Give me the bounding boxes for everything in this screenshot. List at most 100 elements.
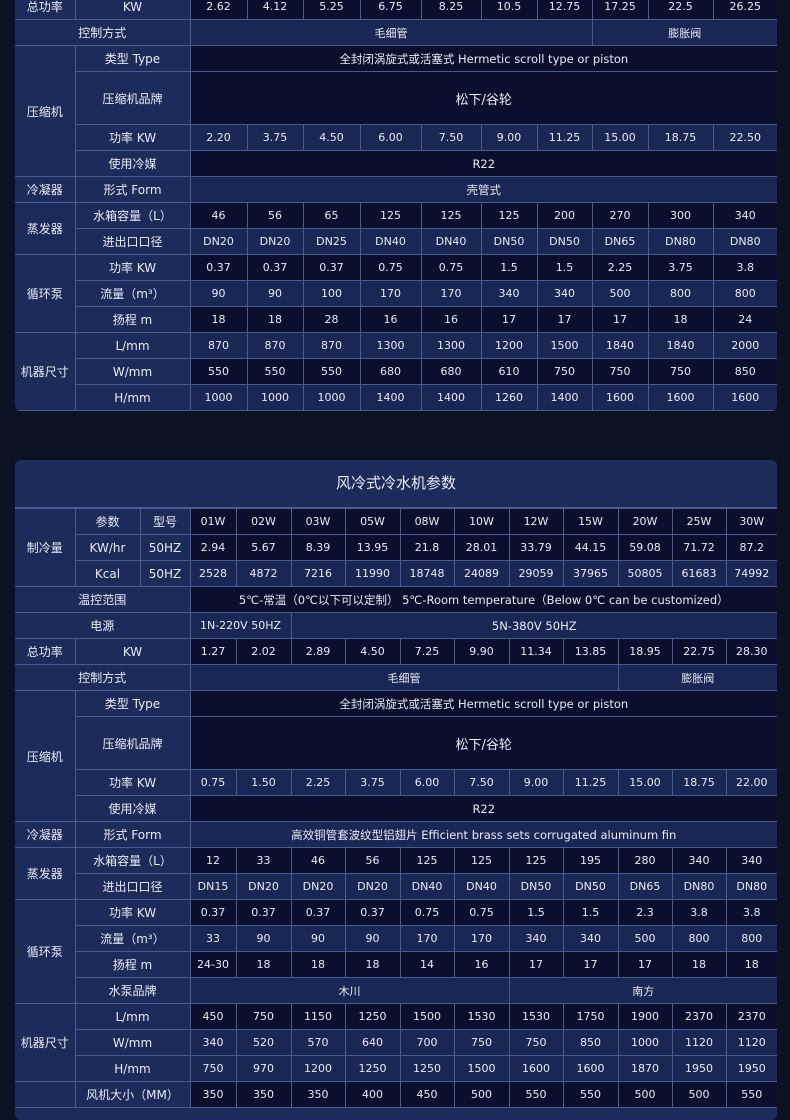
value-cell: 18	[290, 951, 346, 978]
value-cell: 870	[246, 332, 304, 359]
value-cell: 750	[647, 358, 714, 385]
value-cell: DN50	[536, 228, 593, 255]
value-cell: DN65	[591, 228, 649, 255]
value-cell: 12	[189, 847, 237, 874]
row-label: 扬程 m	[75, 306, 191, 333]
value-cell: 0.75	[399, 899, 455, 926]
value-cell: 4.50	[344, 638, 401, 665]
value-cell: 280	[617, 847, 673, 874]
value-cell: 1950	[671, 1055, 727, 1082]
value-cell: 0.37	[235, 899, 292, 926]
value-cell: 1.5	[480, 254, 538, 281]
value-cell: 1600	[591, 384, 649, 411]
value-cell: 17	[480, 306, 538, 333]
value-cell: 800	[647, 280, 714, 307]
table-row: 冷凝器 形式 Form 高效铜管套波纹型铝翅片 Efficient brass se…	[15, 821, 777, 848]
row-label: L/mm	[74, 1003, 191, 1030]
row-label: W/mm	[75, 358, 191, 385]
merged-value-cell: R22	[189, 150, 777, 177]
row-group-label: 机器尺寸	[15, 1003, 76, 1082]
value-cell: 870	[189, 332, 248, 359]
value-cell: 1200	[480, 332, 538, 359]
value-cell: 700	[399, 1029, 455, 1056]
value-cell: 340	[725, 847, 777, 874]
value-cell: 1260	[480, 384, 538, 411]
row-label: 温控范围	[15, 586, 191, 613]
table-row: H/mm 750 970 1200 1250 1250 1500 1600 1600 1870 19…	[15, 1055, 777, 1082]
value-cell: 1500	[536, 332, 593, 359]
value-cell: 46	[290, 847, 346, 874]
table-row: 控制方式 毛细管 膨胀阀	[15, 19, 777, 46]
value-cell: 18748	[399, 560, 455, 587]
value-cell: 850	[562, 1029, 619, 1056]
row-label: KW	[74, 0, 191, 20]
value-cell: 610	[480, 358, 538, 385]
row-label: 功率 KW	[74, 254, 191, 281]
value-cell: 400	[344, 1081, 401, 1108]
value-cell: 18.95	[617, 638, 673, 665]
value-cell: 24	[712, 306, 777, 333]
value-cell: 14	[399, 951, 455, 978]
merged-value-cell: 松下/谷轮	[189, 71, 777, 125]
value-cell: 11.34	[508, 638, 564, 665]
value-cell: 500	[591, 280, 649, 307]
value-cell: 195	[562, 847, 619, 874]
row-label: 类型 Type	[74, 690, 191, 717]
row-label: Kcal	[75, 560, 141, 587]
row-label: 功率 KW	[74, 899, 191, 926]
merged-value-cell: 膨胀阀	[591, 19, 777, 46]
value-cell: 125	[399, 847, 455, 874]
value-cell: 100	[302, 280, 361, 307]
value-cell: 125	[359, 202, 422, 229]
value-cell: 18	[344, 951, 401, 978]
row-label: 参数	[74, 508, 141, 535]
value-cell: 3.8	[671, 899, 727, 926]
value-cell: 05W	[344, 508, 401, 535]
value-cell: 21.8	[399, 534, 455, 561]
table-row: 压缩机品牌 松下/谷轮	[15, 716, 777, 770]
row-label: 水泵品牌	[75, 977, 191, 1004]
value-cell: DN20	[290, 873, 346, 900]
value-cell: DN50	[562, 873, 619, 900]
row-group-label: 蒸发器	[15, 202, 76, 255]
value-cell: 9.00	[508, 769, 564, 796]
row-label: 压缩机品牌	[75, 716, 191, 770]
value-cell: 28	[302, 306, 361, 333]
value-cell: 170	[453, 925, 510, 952]
row-group-label: 机器尺寸	[15, 332, 76, 411]
value-cell: 125	[480, 202, 538, 229]
value-cell: 340	[562, 925, 619, 952]
row-label: 流量（m³）	[75, 280, 191, 307]
value-cell: 350	[235, 1081, 292, 1108]
value-cell: 500	[617, 1081, 673, 1108]
value-cell: 50805	[617, 560, 673, 587]
value-cell: 800	[712, 280, 777, 307]
value-cell: 3.8	[725, 899, 777, 926]
value-cell: 340	[508, 925, 564, 952]
value-cell: 18.75	[671, 769, 727, 796]
value-cell: 870	[302, 332, 361, 359]
value-cell: 15W	[562, 508, 619, 535]
value-cell: 3.75	[344, 769, 401, 796]
merged-value-cell: R22	[189, 795, 777, 822]
table-row: 总功率 KW 1.27 2.02 2.89 4.50 7.25 9.90 11.34 13.85 1…	[15, 638, 777, 665]
value-cell: 270	[591, 202, 649, 229]
water-chiller-spec-table-card: 总功率 KW 2.62 4.12 5.25 6.75 8.25 10.5 12.75 17.25 2…	[15, 0, 777, 411]
row-label: W/mm	[75, 1029, 191, 1056]
table-row: 冷凝器 形式 Form 壳管式	[15, 176, 777, 203]
value-cell: 37965	[562, 560, 619, 587]
value-cell: 7.50	[453, 769, 510, 796]
value-cell: 125	[453, 847, 510, 874]
value-cell: 90	[189, 280, 248, 307]
value-cell: DN40	[399, 873, 455, 900]
value-cell: DN50	[508, 873, 564, 900]
value-cell: 0.75	[420, 254, 482, 281]
spec-table-1: 总功率 KW 2.62 4.12 5.25 6.75 8.25 10.5 12.75 17.25 2…	[15, 0, 777, 411]
value-cell: DN80	[725, 873, 777, 900]
table-row: 压缩机品牌 松下/谷轮	[15, 71, 777, 125]
value-cell: 1900	[617, 1003, 673, 1030]
value-cell: 0.37	[246, 254, 304, 281]
value-cell: DN15	[189, 873, 237, 900]
table-row: 风机大小（MM） 350 350 350 400 450 500 550 550 500 500 55…	[15, 1081, 777, 1108]
value-cell: 1500	[453, 1055, 510, 1082]
